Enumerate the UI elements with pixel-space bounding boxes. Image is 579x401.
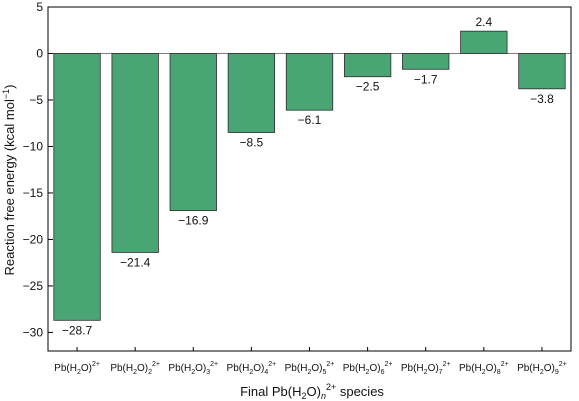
y-tick-label: 5 (36, 0, 43, 14)
y-tick-label: −10 (23, 139, 44, 153)
x-tick-label: Pb(H2O)82+ (459, 361, 509, 376)
data-label: −16.9 (178, 214, 209, 228)
bars (53, 30, 566, 321)
data-labels: −28.7 −21.4 −16.9 −8.5 −6.1 −2.5 −1.7 2.4 −3.8 (62, 15, 554, 337)
data-label: 2.4 (475, 15, 492, 29)
bar (285, 53, 334, 111)
y-tick-label: −5 (29, 93, 43, 107)
bar (227, 53, 276, 133)
data-label: −1.7 (414, 72, 438, 86)
x-tick-label: Pb(H2O)42+ (227, 361, 277, 376)
data-label: −8.5 (240, 136, 264, 150)
bar (53, 53, 101, 321)
data-label: −3.8 (530, 92, 554, 106)
x-tick-label: Pb(H2O)22+ (110, 361, 160, 376)
y-tick-label: −20 (23, 232, 44, 246)
data-label: −2.5 (356, 80, 380, 94)
data-label: −28.7 (62, 323, 93, 337)
y-tick-label: −15 (23, 186, 44, 200)
data-label: −21.4 (120, 255, 151, 269)
x-tick-label: Pb(H2O)52+ (285, 361, 335, 376)
bar (460, 30, 508, 54)
y-axis: 5 0 −5 −10 −15 −20 −25 −30 (23, 0, 53, 339)
bar (343, 53, 392, 78)
y-tick-label: −25 (23, 279, 44, 293)
bar (518, 53, 566, 90)
data-label: −6.1 (298, 113, 322, 127)
x-tick-label: Pb(H2O)72+ (401, 361, 451, 376)
bar (402, 53, 450, 70)
bar (169, 53, 217, 212)
x-tick-label: Pb(H2O)62+ (343, 361, 393, 376)
y-tick-label: 0 (36, 46, 43, 60)
y-axis-title: Reaction free energy (kcal mol−1) (1, 85, 17, 276)
x-tick-label: Pb(H2O)32+ (168, 361, 218, 376)
x-tick-label: Pb(H2O)2+ (54, 361, 100, 376)
x-axis-title: Final Pb(H2O)n2+ species (240, 382, 384, 401)
bar (111, 53, 159, 253)
x-tick-label: Pb(H2O)92+ (517, 361, 567, 376)
y-tick-label: −30 (23, 325, 44, 339)
x-axis: Pb(H2O)2+ Pb(H2O)22+ Pb(H2O)32+ Pb(H2O)42+ P… (54, 347, 567, 376)
